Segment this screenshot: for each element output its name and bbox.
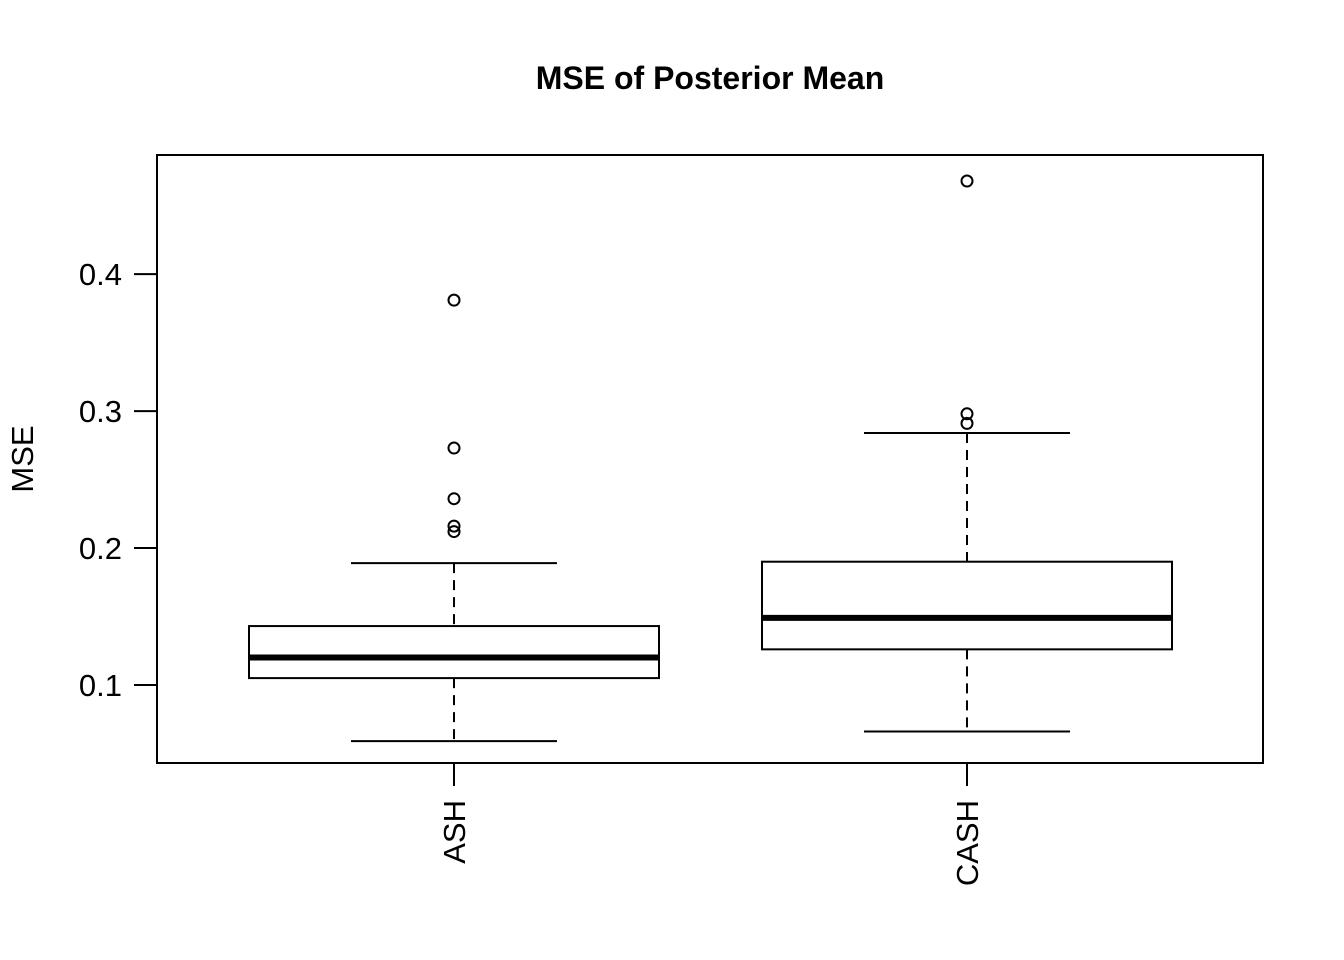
chart-title: MSE of Posterior Mean	[536, 60, 885, 96]
outlier-point	[447, 492, 461, 506]
iqr-box	[248, 625, 660, 680]
y-tick-label: 0.2	[79, 531, 122, 566]
plot-frame	[156, 154, 1264, 764]
y-tick-label: 0.3	[79, 394, 122, 429]
y-tick-label: 0.4	[79, 257, 122, 292]
outlier-point	[447, 441, 461, 455]
plot-content: 0.1 0.2 0.3 0.4 ASH CASH	[79, 174, 1173, 886]
outlier-point	[447, 519, 461, 533]
x-category-label: ASH	[437, 800, 472, 864]
x-category-label: CASH	[950, 800, 985, 886]
y-tick-label: 0.1	[79, 668, 122, 703]
outlier-point	[960, 407, 974, 421]
outlier-point	[960, 416, 974, 430]
outlier-point	[447, 525, 461, 539]
y-axis-label: MSE	[5, 425, 40, 492]
outlier-point	[447, 293, 461, 307]
iqr-box	[761, 560, 1173, 651]
outlier-point	[960, 174, 974, 188]
